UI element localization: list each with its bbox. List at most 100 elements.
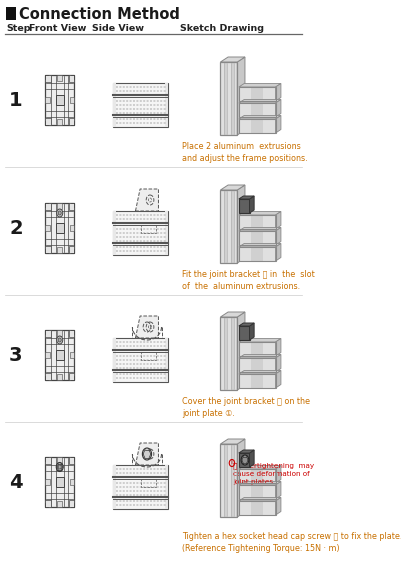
Bar [239,374,251,388]
Bar [45,479,50,485]
Bar [239,103,275,117]
Text: Place 2 aluminum  extrusions
and adjust the frame positions.: Place 2 aluminum extrusions and adjust t… [182,142,308,163]
Bar [251,87,263,101]
Polygon shape [275,339,281,356]
Bar [234,444,237,517]
Bar [57,75,62,81]
Polygon shape [239,244,281,247]
Bar [263,231,275,245]
Bar [239,87,251,101]
Bar [239,215,275,229]
Polygon shape [275,84,281,101]
Bar [239,119,251,133]
Polygon shape [275,497,281,515]
Bar [69,75,74,82]
Bar [69,457,74,464]
Bar [69,500,74,507]
Bar [227,317,231,390]
Bar [239,358,275,372]
Bar [70,352,74,358]
Polygon shape [237,312,245,390]
Text: Step: Step [6,23,30,32]
Text: 3: 3 [9,345,23,365]
Bar [69,118,74,125]
Bar [239,103,251,117]
Polygon shape [239,481,281,485]
Bar [263,103,275,117]
Bar [239,247,275,261]
Bar [231,190,234,263]
Polygon shape [239,465,281,469]
Bar [239,342,275,356]
Polygon shape [221,439,245,444]
Bar [263,358,275,372]
Bar [251,469,263,483]
Bar [263,469,275,483]
Bar [251,119,263,133]
Bar [141,225,156,233]
Bar [251,103,263,117]
Bar [113,83,116,127]
Circle shape [58,465,61,469]
Bar [221,317,224,390]
Bar [239,199,249,213]
Bar [45,203,51,210]
Bar [70,225,74,231]
Text: i: i [231,460,233,465]
Bar [239,485,275,499]
Bar [45,75,74,125]
Bar [165,83,168,127]
Bar [263,119,275,133]
Bar [227,62,231,135]
Bar [45,225,50,231]
Bar [113,211,168,255]
Bar [113,211,116,255]
Circle shape [58,338,61,342]
Bar [239,119,275,133]
Bar [239,469,275,483]
Polygon shape [275,244,281,261]
Text: 2: 2 [9,218,23,237]
Bar [57,247,62,253]
Bar [57,457,62,463]
Polygon shape [249,323,254,340]
Polygon shape [239,84,281,87]
Bar [69,203,74,210]
Bar [224,444,227,517]
Bar [45,330,74,380]
Polygon shape [239,370,281,374]
Bar [221,62,237,135]
Polygon shape [275,116,281,133]
Bar [227,190,231,263]
Bar [113,338,116,382]
Bar [263,247,275,261]
Bar [45,457,51,464]
Bar [224,190,227,263]
Bar [6,7,16,20]
Bar [141,352,156,360]
Polygon shape [249,196,254,213]
Bar [45,352,50,358]
Bar [239,485,251,499]
Bar [45,118,51,125]
Bar [263,215,275,229]
Bar [239,374,275,388]
Polygon shape [239,450,254,453]
Circle shape [58,211,61,215]
Circle shape [56,463,63,472]
Bar [113,83,168,127]
Bar [239,358,251,372]
Bar [231,62,234,135]
Bar [69,330,74,337]
Bar [239,215,251,229]
Polygon shape [237,439,245,517]
Polygon shape [239,323,254,326]
Bar [113,338,168,382]
Bar [227,444,231,517]
Circle shape [57,209,63,217]
Bar [221,444,237,517]
Bar [239,501,275,515]
Bar [239,87,275,101]
Bar [57,374,62,380]
Text: Side View: Side View [92,23,144,32]
